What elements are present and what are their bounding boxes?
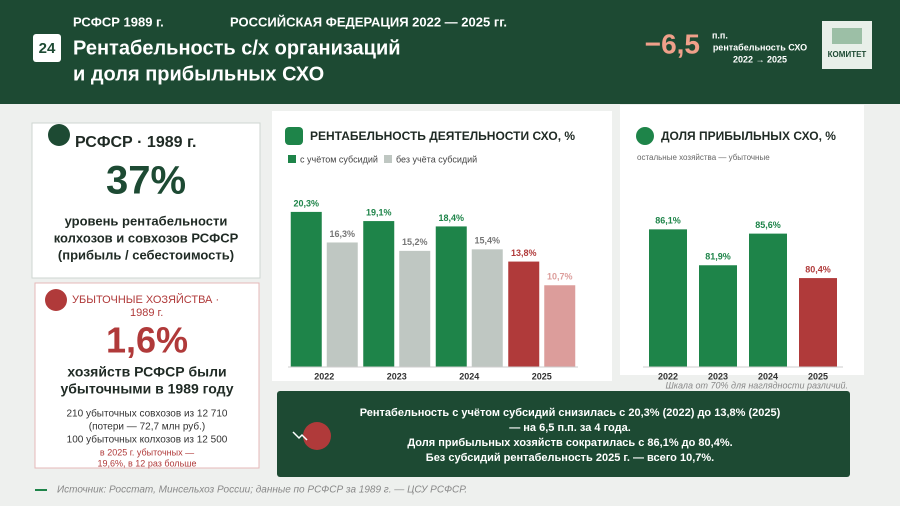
summary: Без субсидий рентабельность 2025 г. — вс…: [426, 452, 714, 464]
icon: [48, 124, 70, 146]
icon: [303, 422, 331, 450]
bar: [749, 233, 787, 367]
legend-swatch: [384, 155, 392, 163]
chart-title: ДОЛЯ ПРИБЫЛЬНЫХ СХО, %: [661, 129, 836, 143]
value-label: 15,4%: [474, 236, 500, 246]
value-label: 15,2%: [402, 237, 428, 247]
summary: Доля прибыльных хозяйств сократилась с 8…: [407, 437, 732, 449]
icon: [45, 289, 67, 311]
value-label: 19,1%: [366, 207, 392, 217]
summary: Рентабельность с учётом субсидий снизила…: [360, 407, 781, 419]
value-label: 86,1%: [655, 216, 681, 226]
x-tick-label: 2023: [708, 371, 728, 381]
card-text: убыточными в 1989 году: [60, 381, 233, 397]
card-value: 37%: [106, 159, 186, 203]
card-note: 19,6%, в 12 раз больше: [98, 458, 197, 468]
x-tick-label: 2025: [532, 371, 552, 381]
card-note: в 2025 г. убыточных —: [100, 447, 194, 457]
bar: [290, 211, 322, 367]
bar: [544, 285, 576, 367]
summary: — на 6,5 п.п. за 4 года.: [509, 422, 631, 434]
x-tick-label: 2025: [808, 371, 828, 381]
value-label: 18,4%: [438, 213, 464, 223]
chart-subtitle: остальные хозяйства — убыточные: [637, 153, 770, 162]
bar: [799, 278, 837, 367]
badge-box: [33, 34, 61, 62]
logo-text: КОМИТЕТ: [828, 50, 867, 59]
value-label: 80,4%: [805, 264, 831, 274]
value-label: 16,3%: [329, 229, 355, 239]
source: Источник: Росстат, Минсельхоз России; да…: [57, 485, 467, 496]
kpi-value: −6,5: [645, 28, 700, 59]
kpi-unit: п.п.: [712, 30, 728, 40]
card-text: колхозов и совхозов РСФСР: [54, 230, 239, 245]
legend-swatch: [288, 155, 296, 163]
bar: [363, 221, 395, 367]
card-text: хозяйств РСФСР были: [67, 364, 226, 380]
value-label: 10,7%: [547, 272, 573, 282]
badge: 24: [39, 40, 56, 57]
value-label: 85,6%: [755, 220, 781, 230]
card-heading: 1989 г.: [130, 307, 163, 319]
legend-label: без учёта субсидий: [396, 154, 477, 164]
x-tick-label: 2024: [758, 371, 778, 381]
title: Рентабельность с/х организаций: [73, 37, 401, 59]
card-detail: 100 убыточных колхозов из 12 500: [67, 434, 228, 446]
card-heading: РСФСР · 1989 г.: [75, 134, 196, 151]
icon: [636, 127, 654, 145]
arrow-icon: [292, 431, 308, 441]
bar: [399, 250, 431, 367]
bar: [649, 229, 687, 367]
card-heading: УБЫТОЧНЫЕ ХОЗЯЙСТВА ·: [72, 293, 219, 306]
x-tick-label: 2023: [387, 371, 407, 381]
x-tick-label: 2022: [658, 371, 678, 381]
card-text: (прибыль / себестоимость): [58, 247, 234, 262]
card-detail: (потери — 72,7 млн руб.): [89, 421, 205, 433]
value-label: 81,9%: [705, 252, 731, 262]
title: и доля прибыльных СХО: [73, 63, 324, 85]
value-label: 13,8%: [511, 248, 537, 258]
kpi-label: рентабельность СХО: [713, 42, 807, 52]
card-detail: 210 убыточных совхозов из 12 710: [67, 408, 228, 420]
card-text: уровень рентабельности: [65, 213, 228, 228]
summary-box: [277, 391, 850, 477]
card-value: 1,6%: [106, 320, 188, 361]
kpi-period: 2022 → 2025: [733, 54, 787, 64]
bar: [699, 265, 737, 367]
chart-note: Шкала от 70% для наглядности различий.: [665, 380, 848, 390]
value-label: 20,3%: [293, 198, 319, 208]
bar: [326, 242, 358, 367]
card-1989: [31, 122, 261, 279]
bar: [471, 249, 503, 367]
card-loss: [34, 282, 260, 469]
bar: [508, 261, 540, 367]
legend-label: с учётом субсидий: [300, 154, 378, 164]
tag-right: РОССИЙСКАЯ ФЕДЕРАЦИЯ 2022 — 2025 гг.: [230, 14, 507, 29]
x-tick-label: 2024: [459, 371, 479, 381]
x-tick-label: 2022: [314, 371, 334, 381]
bar: [435, 226, 467, 367]
tag-left: РСФСР 1989 г.: [73, 14, 164, 29]
header-band: [0, 0, 900, 104]
chart-title: РЕНТАБЕЛЬНОСТЬ ДЕЯТЕЛЬНОСТИ СХО, %: [310, 129, 575, 143]
logo-building: [832, 28, 862, 44]
icon: [285, 127, 303, 145]
